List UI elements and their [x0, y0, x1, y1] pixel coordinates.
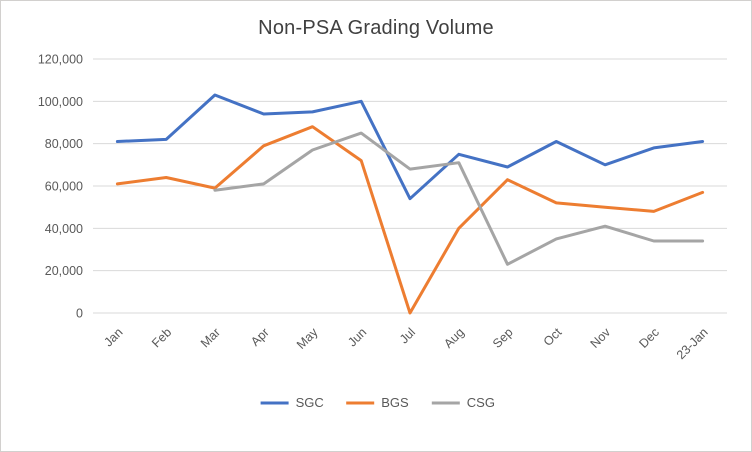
x-axis-label: Jul	[397, 325, 418, 346]
y-axis-label: 100,000	[38, 95, 83, 109]
x-axis-label: Sep	[490, 325, 516, 351]
x-axis-label: Aug	[441, 325, 467, 351]
x-axis-label: Nov	[588, 325, 614, 351]
legend-label-bgs: BGS	[381, 395, 409, 410]
legend-label-csg: CSG	[467, 395, 495, 410]
x-axis-label: Feb	[149, 325, 174, 350]
series-line-sgc	[115, 93, 705, 201]
y-axis-label: 80,000	[45, 137, 83, 151]
x-axis-label: May	[294, 325, 321, 352]
y-axis-label: 40,000	[45, 222, 83, 236]
y-axis-label: 60,000	[45, 180, 83, 194]
x-axis-label: Dec	[636, 325, 662, 351]
x-axis-label: Mar	[198, 325, 223, 350]
y-axis-label: 120,000	[38, 53, 83, 67]
x-axis-label: Oct	[541, 325, 565, 349]
series-line-csg	[213, 131, 705, 266]
x-axis-label: Jun	[345, 325, 369, 349]
y-axis-label: 20,000	[45, 264, 83, 278]
legend-label-sgc: SGC	[296, 395, 324, 410]
series-line-bgs	[115, 125, 705, 315]
x-axis-label: 23-Jan	[674, 325, 711, 362]
chart-title: Non-PSA Grading Volume	[258, 17, 494, 39]
x-axis-label: Jan	[101, 325, 125, 349]
line-chart: 0 20,000 40,000 60,000 80,000 100,000 120,000 J…	[38, 53, 727, 410]
x-axis-label: Apr	[248, 325, 272, 349]
y-axis-label: 0	[76, 307, 83, 321]
